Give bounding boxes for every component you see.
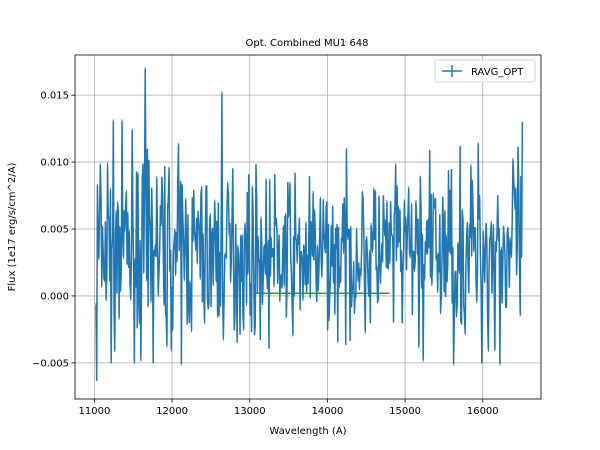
y-tick-label: 0.000 [40,291,69,302]
axes-frame [74,54,542,400]
series-line-ravg-opt [95,68,524,382]
x-tick-label: 14000 [312,406,344,417]
x-tick-label: 12000 [156,406,188,417]
x-tick-label: 16000 [467,406,499,417]
legend-box [434,59,536,83]
legend-label-ravg-opt: RAVG_OPT [471,67,524,78]
y-tick-label: −0.005 [32,358,69,369]
y-axis: −0.005 0.000 0.005 0.010 0.015 [32,91,75,369]
chart-title: Opt. Combined MU1 648 [245,38,368,49]
y-tick-label: 0.010 [40,158,69,169]
plot-area [95,67,524,382]
series-group [95,67,524,382]
x-tick-label: 15000 [389,406,421,417]
legend: RAVG_OPT [434,59,536,83]
x-axis-label: Wavelength (A) [269,426,346,437]
y-tick-label: 0.015 [40,91,69,102]
x-tick-label: 13000 [234,406,266,417]
x-axis: 11000 12000 13000 14000 15000 16000 [79,399,499,417]
x-tick-label: 11000 [79,406,111,417]
y-axis-label: Flux (1e17 erg/s/cm^2/A) [7,163,18,292]
y-tick-label: 0.005 [40,225,69,236]
